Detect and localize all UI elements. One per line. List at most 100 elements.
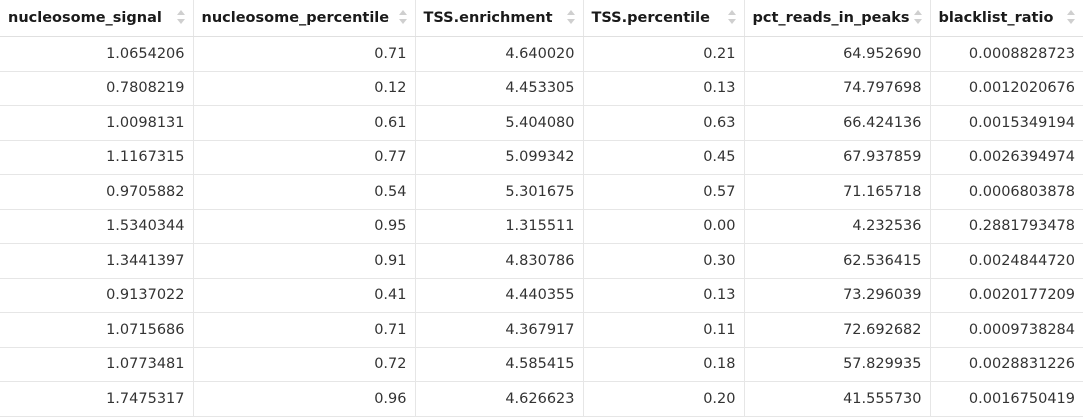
table-row: 1.5340344 0.95 1.315511 0.00 4.232536 0.28817…: [0, 209, 1083, 244]
cell-nucleosome-percentile: 0.71: [193, 312, 416, 348]
cell-pct-reads-in-peaks: 62.536415: [744, 243, 931, 279]
cell-pct-reads-in-peaks: 4.232536: [744, 209, 931, 244]
cell-nucleosome-percentile: 0.71: [193, 36, 416, 72]
column-header-label: blacklist_ratio: [938, 10, 1054, 26]
column-header-nucleosome-signal[interactable]: nucleosome_signal: [0, 0, 194, 37]
sort-arrows-icon[interactable]: [727, 10, 736, 24]
column-header-label: TSS.percentile: [591, 10, 710, 26]
cell-nucleosome-signal: 1.1167315: [0, 140, 194, 175]
cell-tss-percentile: 0.11: [583, 312, 745, 348]
table-row: 0.9137022 0.41 4.440355 0.13 73.296039 0.0020…: [0, 278, 1083, 313]
cell-blacklist-ratio: 0.0006803878: [930, 174, 1083, 210]
cell-tss-enrichment: 5.404080: [415, 105, 584, 141]
cell-blacklist-ratio: 0.0009738284: [930, 312, 1083, 348]
cell-nucleosome-signal: 0.9705882: [0, 174, 194, 210]
column-header-label: nucleosome_percentile: [201, 10, 390, 26]
cell-nucleosome-signal: 1.0773481: [0, 347, 194, 382]
cell-nucleosome-percentile: 0.91: [193, 243, 416, 279]
cell-tss-enrichment: 4.453305: [415, 71, 584, 106]
header-row: nucleosome_signal nucleosome_percentile …: [0, 0, 1083, 37]
cell-blacklist-ratio: 0.0020177209: [930, 278, 1083, 313]
cell-pct-reads-in-peaks: 41.555730: [744, 381, 931, 417]
cell-nucleosome-percentile: 0.95: [193, 209, 416, 244]
cell-nucleosome-signal: 1.5340344: [0, 209, 194, 244]
cell-blacklist-ratio: 0.0016750419: [930, 381, 1083, 417]
cell-nucleosome-percentile: 0.41: [193, 278, 416, 313]
table-body: 1.0654206 0.71 4.640020 0.21 64.952690 0.0008…: [0, 36, 1083, 417]
column-header-label: TSS.enrichment: [423, 10, 553, 26]
table-header: nucleosome_signal nucleosome_percentile …: [0, 0, 1083, 37]
cell-pct-reads-in-peaks: 57.829935: [744, 347, 931, 382]
column-header-tss-percentile[interactable]: TSS.percentile: [583, 0, 745, 37]
cell-tss-enrichment: 5.099342: [415, 140, 584, 175]
cell-blacklist-ratio: 0.0024844720: [930, 243, 1083, 279]
cell-blacklist-ratio: 0.0026394974: [930, 140, 1083, 175]
sort-arrows-icon[interactable]: [398, 10, 407, 24]
cell-blacklist-ratio: 0.0008828723: [930, 36, 1083, 72]
cell-tss-percentile: 0.20: [583, 381, 745, 417]
column-header-blacklist-ratio[interactable]: blacklist_ratio: [930, 0, 1083, 37]
sort-arrows-icon[interactable]: [1067, 10, 1075, 24]
cell-nucleosome-signal: 1.0654206: [0, 36, 194, 72]
cell-tss-enrichment: 4.640020: [415, 36, 584, 72]
cell-pct-reads-in-peaks: 74.797698: [744, 71, 931, 106]
cell-blacklist-ratio: 0.2881793478: [930, 209, 1083, 244]
table-row: 0.7808219 0.12 4.453305 0.13 74.797698 0.0012…: [0, 71, 1083, 106]
cell-pct-reads-in-peaks: 64.952690: [744, 36, 931, 72]
cell-blacklist-ratio: 0.0028831226: [930, 347, 1083, 382]
cell-pct-reads-in-peaks: 66.424136: [744, 105, 931, 141]
cell-tss-percentile: 0.45: [583, 140, 745, 175]
cell-tss-enrichment: 4.367917: [415, 312, 584, 348]
cell-tss-percentile: 0.18: [583, 347, 745, 382]
cell-nucleosome-percentile: 0.72: [193, 347, 416, 382]
cell-tss-enrichment: 4.830786: [415, 243, 584, 279]
table-row: 0.9705882 0.54 5.301675 0.57 71.165718 0.0006…: [0, 174, 1083, 210]
sort-arrows-icon[interactable]: [176, 10, 185, 24]
cell-nucleosome-percentile: 0.96: [193, 381, 416, 417]
cell-pct-reads-in-peaks: 72.692682: [744, 312, 931, 348]
cell-tss-enrichment: 4.626623: [415, 381, 584, 417]
cell-tss-percentile: 0.63: [583, 105, 745, 141]
table-row: 1.7475317 0.96 4.626623 0.20 41.555730 0.0016…: [0, 381, 1083, 417]
column-header-tss-enrichment[interactable]: TSS.enrichment: [415, 0, 584, 37]
cell-tss-percentile: 0.30: [583, 243, 745, 279]
table-row: 1.0773481 0.72 4.585415 0.18 57.829935 0.0028…: [0, 347, 1083, 382]
cell-nucleosome-percentile: 0.54: [193, 174, 416, 210]
cell-tss-percentile: 0.13: [583, 278, 745, 313]
table-row: 1.1167315 0.77 5.099342 0.45 67.937859 0.0026…: [0, 140, 1083, 175]
cell-nucleosome-percentile: 0.77: [193, 140, 416, 175]
cell-tss-percentile: 0.21: [583, 36, 745, 72]
column-header-pct-reads-in-peaks[interactable]: pct_reads_in_peaks: [744, 0, 931, 37]
cell-nucleosome-percentile: 0.12: [193, 71, 416, 106]
cell-tss-enrichment: 4.585415: [415, 347, 584, 382]
cell-tss-percentile: 0.57: [583, 174, 745, 210]
cell-nucleosome-signal: 1.3441397: [0, 243, 194, 279]
cell-nucleosome-signal: 0.9137022: [0, 278, 194, 313]
cell-pct-reads-in-peaks: 73.296039: [744, 278, 931, 313]
sort-arrows-icon[interactable]: [566, 10, 575, 24]
sort-arrows-icon[interactable]: [913, 10, 922, 24]
cell-pct-reads-in-peaks: 71.165718: [744, 174, 931, 210]
cell-nucleosome-percentile: 0.61: [193, 105, 416, 141]
table-row: 1.3441397 0.91 4.830786 0.30 62.536415 0.0024…: [0, 243, 1083, 279]
cell-tss-enrichment: 5.301675: [415, 174, 584, 210]
cell-nucleosome-signal: 0.7808219: [0, 71, 194, 106]
cell-pct-reads-in-peaks: 67.937859: [744, 140, 931, 175]
table-row: 1.0654206 0.71 4.640020 0.21 64.952690 0.0008…: [0, 36, 1083, 72]
cell-tss-enrichment: 1.315511: [415, 209, 584, 244]
cell-blacklist-ratio: 0.0015349194: [930, 105, 1083, 141]
column-header-label: nucleosome_signal: [8, 10, 162, 26]
column-header-nucleosome-percentile[interactable]: nucleosome_percentile: [193, 0, 416, 37]
cell-tss-percentile: 0.00: [583, 209, 745, 244]
table-row: 1.0715686 0.71 4.367917 0.11 72.692682 0.0009…: [0, 312, 1083, 348]
cell-blacklist-ratio: 0.0012020676: [930, 71, 1083, 106]
cell-nucleosome-signal: 1.7475317: [0, 381, 194, 417]
cell-nucleosome-signal: 1.0715686: [0, 312, 194, 348]
cell-nucleosome-signal: 1.0098131: [0, 105, 194, 141]
table-row: 1.0098131 0.61 5.404080 0.63 66.424136 0.0015…: [0, 105, 1083, 141]
column-header-label: pct_reads_in_peaks: [752, 10, 910, 26]
cell-tss-enrichment: 4.440355: [415, 278, 584, 313]
cell-tss-percentile: 0.13: [583, 71, 745, 106]
